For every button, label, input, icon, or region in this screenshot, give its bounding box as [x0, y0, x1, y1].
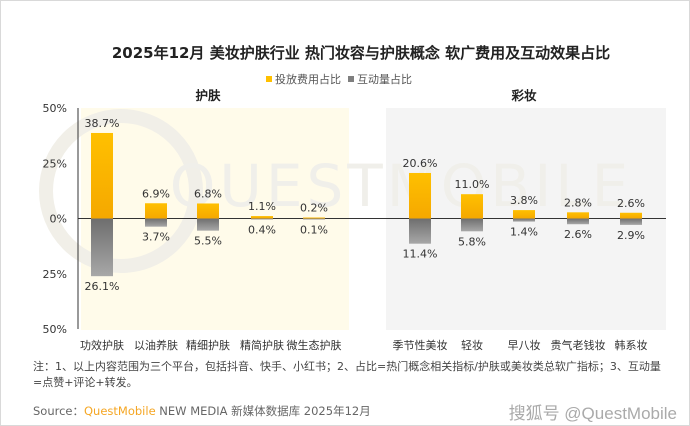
legend-swatch-0: [266, 76, 272, 82]
spend-data-label: 1.1%: [248, 200, 276, 213]
y-tick-label: 50%: [43, 102, 67, 115]
interaction-data-label: 26.1%: [85, 280, 120, 293]
interaction-bar: [461, 218, 483, 232]
interaction-bar: [567, 218, 589, 225]
spend-bar: [409, 172, 431, 219]
spend-bar: [251, 216, 273, 219]
spend-bar: [620, 212, 642, 219]
y-tick-label: 50%: [43, 323, 67, 336]
interaction-data-label: 0.1%: [300, 224, 328, 237]
interaction-data-label: 2.6%: [564, 228, 592, 241]
interaction-data-label: 5.8%: [458, 235, 486, 248]
spend-bar: [567, 212, 589, 219]
x-category-label: 精简护肤: [240, 338, 284, 352]
x-category-label: 精细护肤: [186, 338, 230, 352]
interaction-bar: [620, 218, 642, 225]
x-category-label: 以油养肤: [134, 338, 178, 352]
interaction-bar: [409, 218, 431, 244]
interaction-bar: [145, 218, 167, 227]
spend-bar: [197, 203, 219, 219]
group-label: 护肤: [195, 88, 221, 103]
x-category-label: 轻妆: [461, 338, 483, 352]
spend-data-label: 3.8%: [510, 194, 538, 207]
spend-data-label: 6.8%: [194, 187, 222, 200]
spend-data-label: 2.6%: [617, 197, 645, 210]
spend-bar: [461, 194, 483, 219]
source-line: Source：QuestMobile NEW MEDIA 新媒体数据库 2025…: [33, 403, 371, 419]
platform-watermark: 搜狐号 @QuestMobile: [508, 404, 677, 423]
spend-data-label: 20.6%: [403, 157, 438, 170]
source-brand: QuestMobile: [84, 404, 156, 418]
spend-bar: [91, 132, 113, 219]
interaction-data-label: 11.4%: [403, 248, 438, 261]
source-rest: NEW MEDIA 新媒体数据库 2025年12月: [155, 404, 371, 418]
spend-data-label: 2.8%: [564, 196, 592, 209]
source-label: Source：: [33, 404, 84, 418]
chart-title: 2025年12月 美妆护肤行业 热门妆容与护肤概念 软广费用及互动效果占比: [112, 44, 610, 62]
chart-svg: QUESTMOBILE 2025年12月 美妆护肤行业 热门妆容与护肤概念 软广费…: [39, 44, 666, 352]
x-category-label: 微生态护肤: [287, 338, 342, 352]
spend-bar: [145, 203, 167, 219]
legend-swatch-1: [348, 76, 354, 82]
watermark-logo: [39, 109, 203, 273]
y-tick-label: 25%: [43, 157, 67, 170]
spend-bar: [513, 210, 535, 219]
y-tick-label: 25%: [43, 268, 67, 281]
interaction-bar: [513, 218, 535, 222]
spend-bar: [303, 217, 325, 219]
spend-data-label: 11.0%: [455, 178, 490, 191]
x-category-label: 韩系妆: [615, 338, 648, 352]
spend-data-label: 0.2%: [300, 202, 328, 215]
interaction-data-label: 3.7%: [142, 231, 170, 244]
group-label: 彩妆: [510, 88, 537, 103]
interaction-data-label: 1.4%: [510, 226, 538, 239]
interaction-bar: [303, 218, 325, 220]
x-category-label: 季节性美妆: [393, 338, 448, 352]
interaction-bar: [251, 218, 273, 220]
x-category-label: 早八妆: [508, 339, 541, 352]
watermark-text: QUESTMOBILE: [170, 152, 633, 220]
interaction-data-label: 5.5%: [194, 235, 222, 248]
legend-label-0: 投放费用占比: [275, 72, 341, 86]
spend-data-label: 6.9%: [142, 187, 170, 200]
interaction-data-label: 0.4%: [248, 224, 276, 237]
legend-label-1: 互动量占比: [357, 72, 412, 86]
interaction-bar: [197, 218, 219, 231]
x-category-label: 功效护肤: [80, 338, 124, 352]
interaction-bar: [91, 218, 113, 277]
footnote: 注：1、以上内容范围为三个平台，包括抖音、快手、小红书；2、占比=热门概念相关指…: [33, 360, 661, 389]
y-tick-label: 0%: [50, 213, 67, 226]
interaction-data-label: 2.9%: [617, 229, 645, 242]
spend-data-label: 38.7%: [85, 117, 120, 130]
x-category-label: 贵气老钱妆: [551, 338, 606, 352]
